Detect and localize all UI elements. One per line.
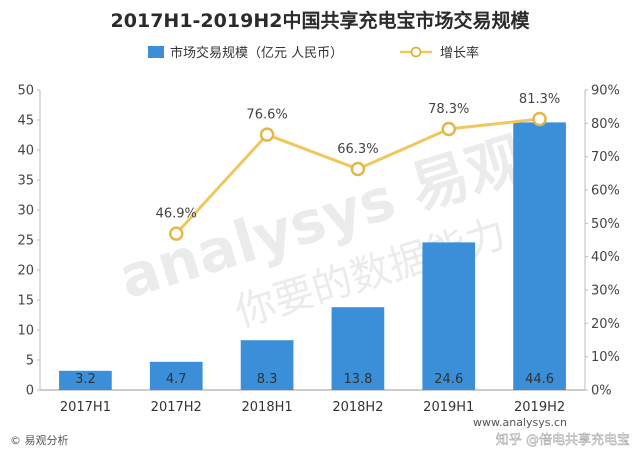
y-tick-left: 40 [17, 144, 34, 159]
growth-rate-label: 66.3% [337, 142, 378, 157]
bar-2018H1 [240, 340, 294, 390]
growth-rate-point [441, 121, 456, 137]
footer-source: © 易观分析 [10, 433, 69, 447]
footer-repost: 知乎 @倍电共享充电宝 [496, 432, 630, 448]
growth-rate-label: 46.9% [156, 207, 197, 222]
y-tick-right: 50% [591, 217, 620, 232]
bar-2019H2 [513, 122, 566, 391]
x-tick-label: 2017H2 [151, 400, 202, 415]
x-axis-categories: 2017H1 2017H2 2018H1 2018H2 2019H1 2019H2 [60, 400, 565, 415]
x-tick-label: 2018H1 [242, 400, 293, 415]
legend-swatch-marker [410, 46, 422, 58]
bar-value-label: 4.7 [166, 372, 187, 387]
bar-2017H1 [59, 370, 112, 390]
growth-rate-point [259, 127, 275, 142]
legend-label-line: 增长率 [440, 45, 479, 61]
y-tick-left: 5 [26, 354, 34, 369]
y-tick-right: 70% [591, 150, 620, 165]
legend-label-bar: 市场交易规模（亿元 人民币） [170, 45, 343, 61]
y-tick-right: 90% [591, 84, 620, 99]
y-tick-left: 30 [17, 204, 34, 219]
bar-value-label: 8.3 [257, 372, 278, 387]
y-tick-left: 20 [17, 264, 34, 279]
bar-2017H2 [149, 361, 203, 390]
y-tick-right: 10% [591, 350, 620, 365]
footer-site: www.analysys.cn [473, 416, 567, 429]
bar-value-label: 13.8 [343, 372, 372, 387]
watermark: analysys 易观 你要的数据能力 [111, 124, 533, 336]
bar-value-labels: 3.2 4.7 8.3 13.8 24.6 44.6 [75, 372, 554, 387]
y-tick-left: 45 [17, 114, 34, 129]
bar-value-label: 3.2 [75, 372, 96, 387]
bar-2018H2 [331, 307, 385, 390]
chart-title: 2017H1-2019H2中国共享充电宝市场交易规模 [111, 9, 531, 32]
y-tick-right: 40% [591, 250, 620, 265]
growth-rate-label: 81.3% [519, 92, 560, 107]
legend: 市场交易规模（亿元 人民币） 增长率 [148, 45, 479, 61]
growth-rate-point [532, 111, 547, 127]
y-tick-left: 15 [17, 294, 34, 309]
x-tick-label: 2019H1 [423, 400, 474, 415]
bar-value-label: 44.6 [525, 372, 554, 387]
y-tick-right: 30% [591, 284, 620, 299]
x-tick-label: 2017H1 [60, 400, 111, 415]
legend-swatch-bar [148, 46, 164, 58]
y-tick-left: 10 [17, 324, 34, 339]
y-tick-left: 0 [26, 384, 34, 399]
growth-rate-label: 76.6% [246, 108, 287, 123]
growth-rate-point [169, 226, 184, 241]
bar-2019H1 [422, 242, 476, 390]
y-tick-right: 60% [591, 184, 620, 199]
y-tick-right: 80% [591, 117, 620, 132]
x-tick-label: 2018H2 [332, 400, 383, 415]
y-tick-left: 35 [17, 174, 34, 189]
x-tick-label: 2019H2 [514, 400, 565, 415]
y-tick-right: 20% [591, 317, 620, 332]
y-tick-right: 0% [591, 384, 612, 399]
y-tick-left: 25 [17, 234, 34, 249]
y-tick-left: 50 [17, 84, 34, 99]
bar-series [59, 122, 566, 391]
growth-rate-point [350, 161, 366, 177]
bar-value-label: 24.6 [434, 372, 463, 387]
axes: 0 5 10 15 20 25 30 35 40 45 50 0% 10% 20% 30% 40% 50% 60%… [17, 84, 619, 399]
growth-rate-label: 78.3% [428, 102, 469, 117]
line-series: 46.9% 76.6% 66.3% 78.3% 81.3% [156, 92, 560, 241]
